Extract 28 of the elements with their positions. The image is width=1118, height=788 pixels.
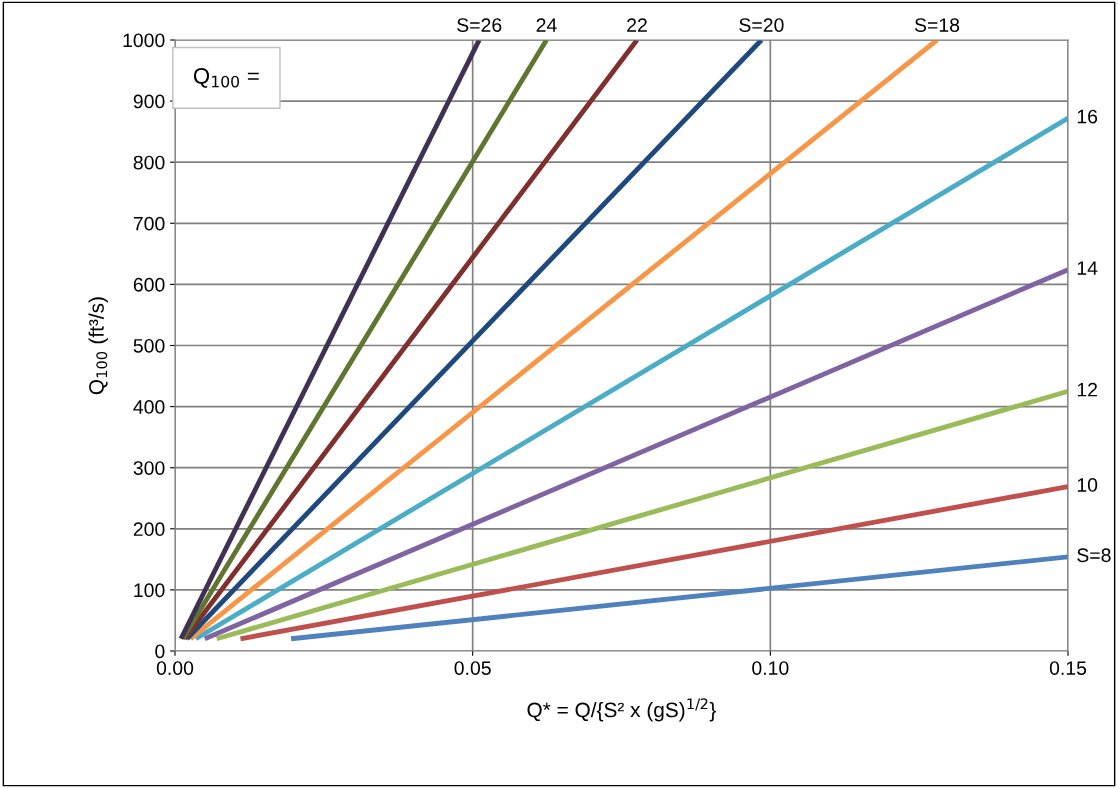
series-label: S=20 [739,18,784,32]
y-tick-label: 700 [133,216,165,231]
y-tick-label: 300 [133,461,165,475]
y-tick-label: 400 [133,400,165,414]
y-tick-label: 1000 [123,33,165,48]
y-tick-label: 100 [134,583,165,598]
x-tick-label: 0.00 [156,661,194,675]
series-label: 16 [1077,109,1098,124]
x-tick-label: 0.15 [1049,661,1087,675]
y-tick-label: 200 [133,522,165,537]
series-label: 22 [627,18,647,32]
series-label: 14 [1077,261,1098,275]
x-tick-label: 0.10 [752,661,789,675]
series-label: S=8 [1077,548,1111,563]
y-tick-label: 500 [133,338,165,353]
annotation: Q$_{100}$ = [193,68,259,88]
y-axis-title: Q$_{100}$ (ft³/s) [88,297,108,395]
series-label: 10 [1077,478,1098,492]
y-tick-label: 800 [133,155,165,170]
y-tick-label: 600 [133,277,165,292]
series-label: S=26 [457,18,502,32]
x-tick-label: 0.05 [454,661,491,675]
x-axis-title: Q* = Q/{S² x (gS)$^{1/2}$} [527,698,716,722]
y-tick-label: 0 [155,644,165,659]
series-label: S=18 [914,18,960,32]
y-tick-label: 900 [133,94,165,109]
series-label: 24 [536,18,557,32]
series-label: 12 [1077,382,1097,397]
